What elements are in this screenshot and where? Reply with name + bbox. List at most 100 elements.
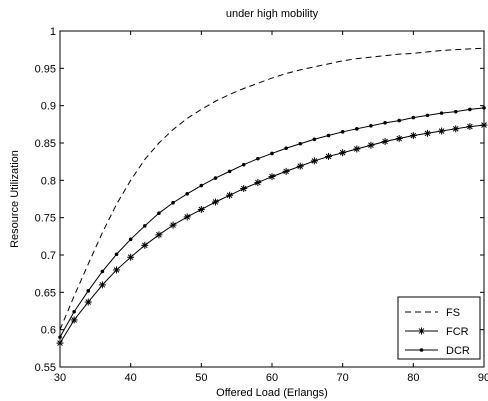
x-tick-label: 60 <box>266 372 278 384</box>
series-dcr-point <box>355 127 359 131</box>
series-fcr-point <box>155 231 163 239</box>
legend-label-dcr: DCR <box>446 345 470 357</box>
y-tick-label: 0.85 <box>35 138 56 150</box>
y-tick-label: 0.65 <box>35 287 56 299</box>
series-dcr-point <box>468 107 472 112</box>
series-dcr-point <box>241 162 246 167</box>
series-fcr-point <box>254 179 262 187</box>
y-tick-label: 0.6 <box>41 325 56 337</box>
series-fcr-point <box>226 191 234 199</box>
y-tick-label: 0.7 <box>41 250 56 262</box>
series-fcr-point <box>409 132 417 140</box>
series-fcr-point <box>183 213 191 221</box>
y-tick-label: 1 <box>50 26 56 38</box>
series-fcr-point <box>480 121 488 129</box>
series-dcr-point <box>383 121 387 125</box>
series-dcr-point <box>199 183 204 188</box>
series-dcr-point <box>157 211 161 215</box>
legend-box <box>397 296 481 360</box>
x-tick-label: 70 <box>337 372 349 384</box>
series-fcr-point <box>211 198 219 206</box>
series-dcr-point <box>143 224 147 228</box>
y-axis-label: Resource Utilization <box>9 150 21 248</box>
series-dcr-point <box>482 106 486 110</box>
series-fcr-point <box>296 162 304 170</box>
series-dcr-point <box>284 146 288 151</box>
series-dcr-point <box>312 137 317 142</box>
series-fcr <box>56 121 488 347</box>
series-fcr-point <box>339 149 347 157</box>
series-dcr-point <box>100 269 105 274</box>
series-fs <box>59 47 485 330</box>
x-axis: 30 40 50 60 70 80 90 <box>54 31 488 384</box>
series-fcr-point <box>98 281 106 289</box>
series-fs-line <box>59 47 485 330</box>
legend-marker-fcr <box>418 327 425 335</box>
series-fcr-point <box>395 135 403 143</box>
legend-marker-dcr <box>419 348 424 352</box>
series-fcr-point <box>438 127 446 135</box>
series-dcr-point <box>369 124 373 128</box>
x-tick-label: 80 <box>407 372 419 384</box>
series-layer <box>56 47 488 347</box>
series-fcr-point <box>169 221 177 229</box>
series-dcr-point <box>128 237 133 242</box>
x-tick-label: 30 <box>54 372 66 384</box>
series-fcr-point <box>381 138 389 146</box>
legend-label-fs: FS <box>446 307 460 319</box>
series-dcr-point <box>397 118 402 123</box>
x-tick-label: 50 <box>195 372 207 384</box>
series-dcr-point <box>270 151 274 156</box>
series-dcr-point <box>298 141 303 146</box>
series-dcr-point <box>86 289 91 293</box>
series-fcr-point <box>240 185 248 193</box>
legend-entry-fcr: FCR <box>405 326 469 338</box>
y-tick-label: 0.95 <box>35 63 56 75</box>
series-dcr-point <box>453 109 458 114</box>
series-fcr-point <box>127 253 135 261</box>
y-tick-label: 0.8 <box>41 175 56 187</box>
x-tick-label: 90 <box>478 372 488 384</box>
series-dcr-point <box>227 169 232 174</box>
series-dcr-point <box>256 156 260 161</box>
y-axis: 0.55 0.6 0.65 0.7 0.75 0.8 0.85 0.9 0.95 1 <box>35 26 484 374</box>
series-fcr-point <box>141 241 149 249</box>
legend-label-fcr: FCR <box>446 326 469 338</box>
series-fcr-point <box>325 152 333 160</box>
series-fcr-point <box>197 205 205 213</box>
legend: FS FCR DCR <box>397 296 481 360</box>
series-dcr-point <box>439 111 444 115</box>
series-dcr-point <box>411 115 416 120</box>
series-dcr <box>58 106 486 339</box>
y-tick-label: 0.9 <box>41 101 56 113</box>
series-fcr-point <box>466 123 474 131</box>
series-fcr-point <box>84 298 92 306</box>
series-dcr-point <box>114 252 119 257</box>
legend-entry-fs: FS <box>405 307 460 319</box>
series-dcr-point <box>171 200 175 205</box>
y-tick-label: 0.75 <box>35 213 56 225</box>
series-fcr-point <box>423 129 431 137</box>
series-fcr-point <box>70 316 78 324</box>
series-fcr-point <box>56 339 64 347</box>
chart-title: under high mobility <box>226 8 319 20</box>
series-dcr-point <box>340 130 345 134</box>
y-tick-label: 0.55 <box>35 362 56 374</box>
series-dcr-point <box>326 133 331 138</box>
series-fcr-point <box>268 173 276 181</box>
series-dcr-point <box>72 309 76 314</box>
series-fcr-point <box>310 157 318 165</box>
series-fcr-point <box>282 167 290 175</box>
series-fcr-point <box>113 266 121 274</box>
series-fcr-point <box>452 125 460 133</box>
x-axis-label: Offered Load (Erlangs) <box>216 387 328 399</box>
series-fcr-point <box>367 141 375 149</box>
series-dcr-point <box>425 113 430 118</box>
series-dcr-point <box>213 176 218 180</box>
series-dcr-point <box>58 335 62 339</box>
series-dcr-point <box>185 191 189 196</box>
legend-entry-dcr: DCR <box>405 345 470 357</box>
series-fcr-point <box>353 145 361 153</box>
x-tick-label: 40 <box>125 372 137 384</box>
